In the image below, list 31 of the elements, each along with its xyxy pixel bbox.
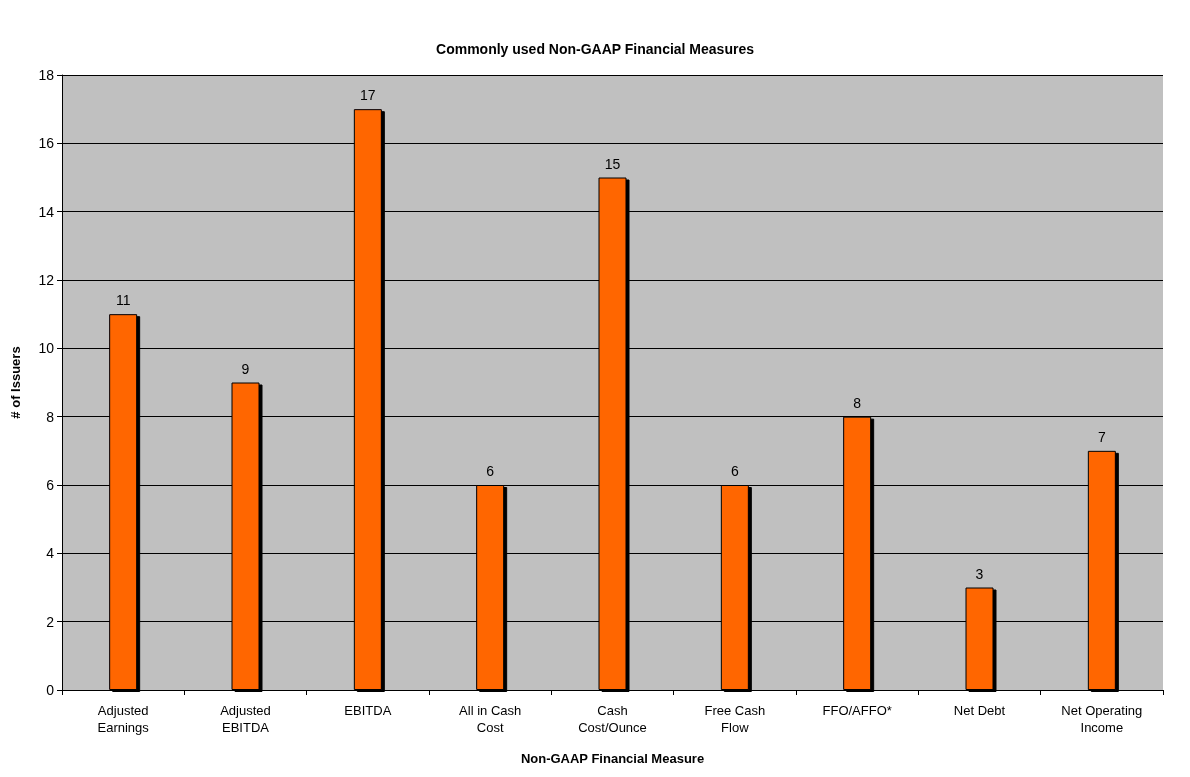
y-tick-label: 16 (38, 135, 55, 152)
data-label: 6 (730, 463, 739, 479)
y-tick-label: 0 (46, 682, 55, 698)
y-tick-label: 14 (38, 203, 55, 220)
x-tick-label: Adjusted EBITDA (220, 703, 271, 735)
data-label: 15 (604, 155, 621, 172)
y-tick-label: 10 (38, 340, 55, 357)
x-tick-label: Cash Cost/Ounce (578, 703, 647, 735)
data-label: 8 (853, 394, 862, 411)
y-tick-label: 4 (46, 545, 55, 562)
data-label: 11 (115, 292, 131, 309)
x-tick-label: EBITDA (344, 703, 392, 718)
x-tick-label: All in Cash Cost (459, 703, 522, 735)
x-tick-label: Free Cash Flow (704, 703, 766, 735)
data-label: 9 (241, 360, 250, 377)
x-tick-label: Net Debt (953, 703, 1006, 718)
x-tick-label: Net Operating Income (1061, 703, 1143, 735)
x-tick-label: FFO/AFFO* (822, 703, 892, 718)
y-tick-label: 12 (38, 272, 55, 288)
y-tick-label: 6 (46, 477, 55, 493)
chart-title: Commonly used Non-GAAP Financial Measures (436, 41, 755, 57)
x-axis-title: Non-GAAP Financial Measure (520, 751, 705, 766)
y-tick-label: 2 (46, 613, 55, 630)
y-tick-label: 18 (38, 67, 55, 83)
data-label: 6 (486, 463, 495, 479)
x-tick-label: Adjusted Earnings (97, 703, 150, 735)
data-label: 3 (975, 565, 984, 582)
y-axis-title: # of Issuers (8, 346, 23, 419)
y-tick-label: 8 (46, 408, 55, 425)
data-label: 7 (1097, 428, 1106, 445)
data-label: 17 (360, 87, 376, 104)
